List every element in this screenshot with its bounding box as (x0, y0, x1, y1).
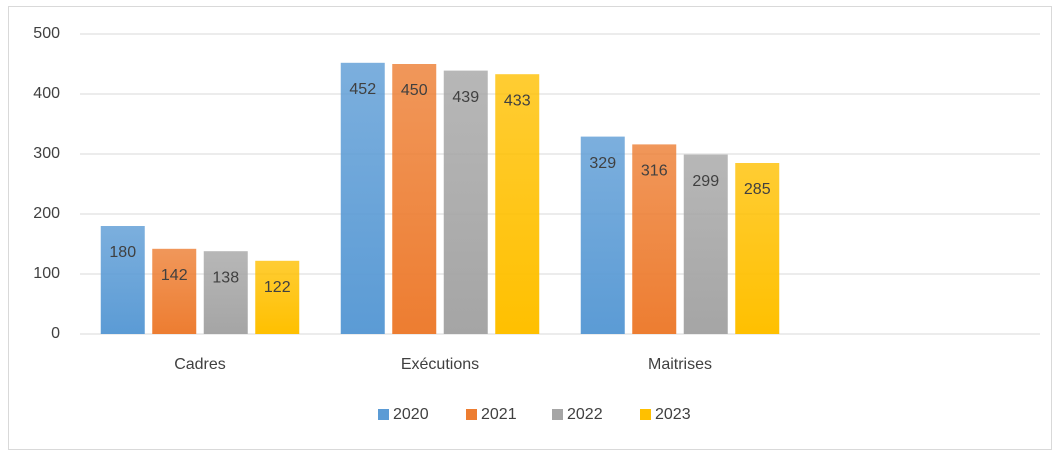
x-tick-label: Maitrises (648, 356, 712, 373)
data-label: 329 (589, 155, 616, 172)
y-tick-label: 300 (33, 145, 60, 162)
y-tick-label: 400 (33, 85, 60, 102)
bar (683, 154, 728, 334)
data-label: 316 (641, 163, 668, 180)
legend-label: 2022 (567, 406, 603, 423)
legend-swatch (466, 409, 477, 420)
y-tick-label: 200 (33, 205, 60, 222)
x-tick-label: Cadres (174, 356, 226, 373)
bar (495, 74, 540, 334)
data-label: 433 (504, 92, 531, 109)
bar (152, 248, 197, 334)
y-tick-label: 0 (51, 325, 60, 342)
legend-swatch (552, 409, 563, 420)
bar (100, 226, 145, 334)
data-label: 299 (692, 173, 719, 190)
bar (340, 62, 385, 335)
legend-label: 2023 (655, 406, 691, 423)
bar (203, 251, 248, 334)
chart-frame (8, 6, 1052, 450)
bar (580, 136, 625, 334)
data-label: 138 (212, 269, 239, 286)
bar (632, 144, 677, 334)
data-label: 452 (349, 81, 376, 98)
legend-label: 2020 (393, 406, 429, 423)
legend-swatch (378, 409, 389, 420)
x-tick-label: Exécutions (401, 356, 479, 373)
data-label: 439 (452, 89, 479, 106)
y-tick-label: 100 (33, 265, 60, 282)
legend-swatch (640, 409, 651, 420)
y-tick-label: 500 (33, 25, 60, 42)
legend-label: 2021 (481, 406, 517, 423)
bar (735, 163, 780, 334)
data-label: 180 (109, 244, 136, 261)
data-label: 142 (161, 267, 188, 284)
data-label: 450 (401, 82, 428, 99)
bar (392, 64, 437, 334)
bar (255, 260, 300, 334)
bar (443, 70, 488, 334)
data-label: 122 (264, 279, 291, 296)
data-label: 285 (744, 181, 771, 198)
